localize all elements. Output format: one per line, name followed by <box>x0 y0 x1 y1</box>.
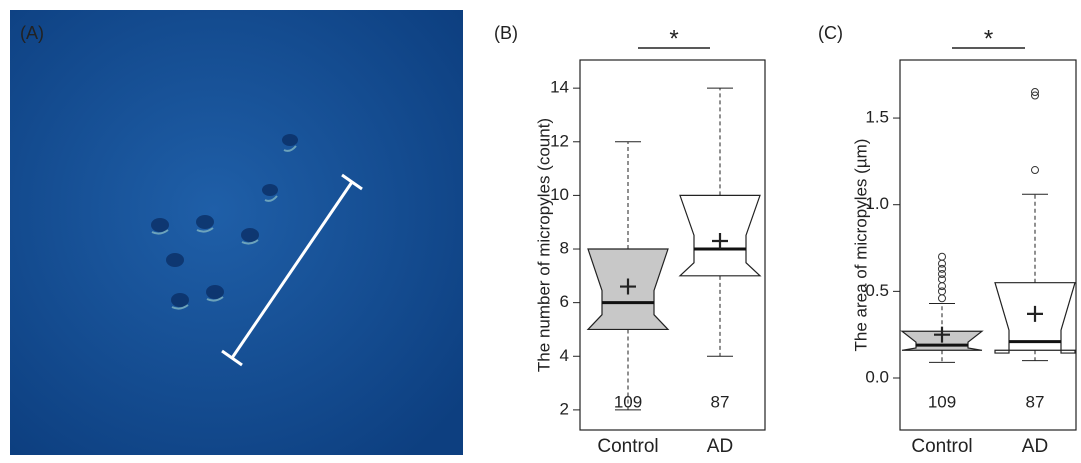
y-tick-label: 8 <box>560 239 569 258</box>
mean-marker <box>1027 305 1043 322</box>
photo-background <box>10 10 463 455</box>
outlier <box>938 275 946 284</box>
scale-bar <box>221 173 363 367</box>
outlier <box>938 294 946 303</box>
micropyle-dots <box>151 134 298 307</box>
outlier <box>1031 88 1039 97</box>
category-label: AD <box>707 436 733 457</box>
outlier <box>1031 166 1039 175</box>
mean-marker <box>934 326 950 343</box>
micrograph: (A) <box>10 10 463 455</box>
y-tick-label: 1.5 <box>865 108 889 127</box>
outlier <box>938 270 946 279</box>
y-tick-label: 1.0 <box>865 194 889 213</box>
y-tick-label: 14 <box>550 78 569 97</box>
y-axis-label: The area of micropyles (µm) <box>851 139 870 352</box>
n-label: 87 <box>711 392 730 411</box>
outlier <box>938 287 946 296</box>
outlier <box>1031 91 1039 100</box>
n-label: 109 <box>928 392 956 411</box>
significance-label: * <box>669 25 678 52</box>
mean-marker <box>620 278 636 295</box>
y-tick-label: 6 <box>560 292 569 311</box>
plot-frame <box>899 59 1077 431</box>
panel-label: (A) <box>20 23 44 43</box>
y-axis-label: The number of micropyles (count) <box>534 118 553 372</box>
category-label: Control <box>597 436 658 457</box>
plot-frame <box>579 59 766 431</box>
category-label: Control <box>911 436 972 457</box>
y-tick-label: 2 <box>560 399 569 418</box>
y-tick-label: 0.5 <box>865 281 889 300</box>
outlier <box>938 264 946 273</box>
y-tick-label: 10 <box>550 185 569 204</box>
category-label: AD <box>1022 436 1048 457</box>
outlier <box>938 282 946 291</box>
n-label: 87 <box>1026 392 1045 411</box>
panel-label: (B) <box>494 23 518 43</box>
significance-label: * <box>984 25 993 52</box>
outlier <box>938 252 946 261</box>
panel-label: (C) <box>818 23 843 43</box>
y-tick-label: 0.0 <box>865 367 889 386</box>
outlier <box>938 259 946 268</box>
y-tick-label: 4 <box>560 346 569 365</box>
micropyle-rims <box>151 145 297 310</box>
y-tick-label: 12 <box>550 131 569 150</box>
mean-marker <box>712 232 728 249</box>
